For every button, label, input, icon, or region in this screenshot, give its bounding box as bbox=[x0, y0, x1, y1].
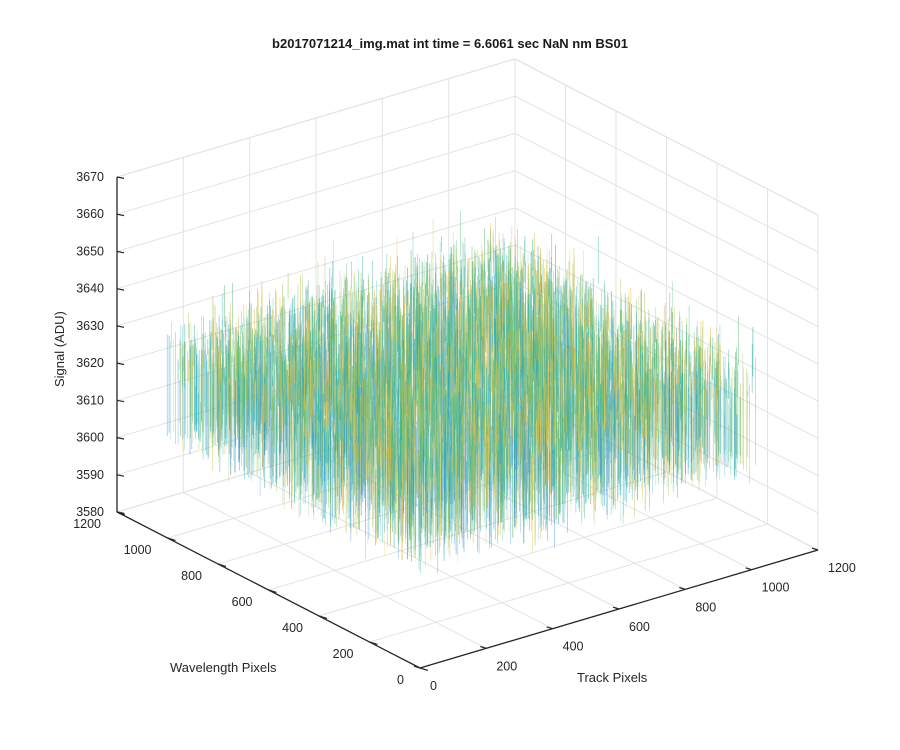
grid-line bbox=[318, 497, 718, 617]
grid-line bbox=[116, 95, 516, 215]
grid-line bbox=[514, 170, 819, 328]
x-axis-label: Track Pixels bbox=[577, 670, 647, 685]
grid-line bbox=[514, 132, 819, 290]
data-surface bbox=[166, 210, 756, 574]
grid-line bbox=[514, 58, 819, 216]
grid-line bbox=[116, 58, 516, 178]
grid-line bbox=[514, 95, 819, 253]
grid-line bbox=[116, 170, 516, 290]
grid-line bbox=[369, 523, 768, 643]
grid-line bbox=[514, 281, 819, 439]
grid-line bbox=[116, 207, 516, 327]
chart-title: b2017071214_img.mat int time = 6.6061 se… bbox=[0, 36, 900, 51]
y-axis-label: Wavelength Pixels bbox=[170, 660, 276, 675]
grid-line bbox=[514, 244, 819, 402]
grid-line bbox=[116, 132, 516, 252]
grid-line bbox=[514, 207, 819, 365]
